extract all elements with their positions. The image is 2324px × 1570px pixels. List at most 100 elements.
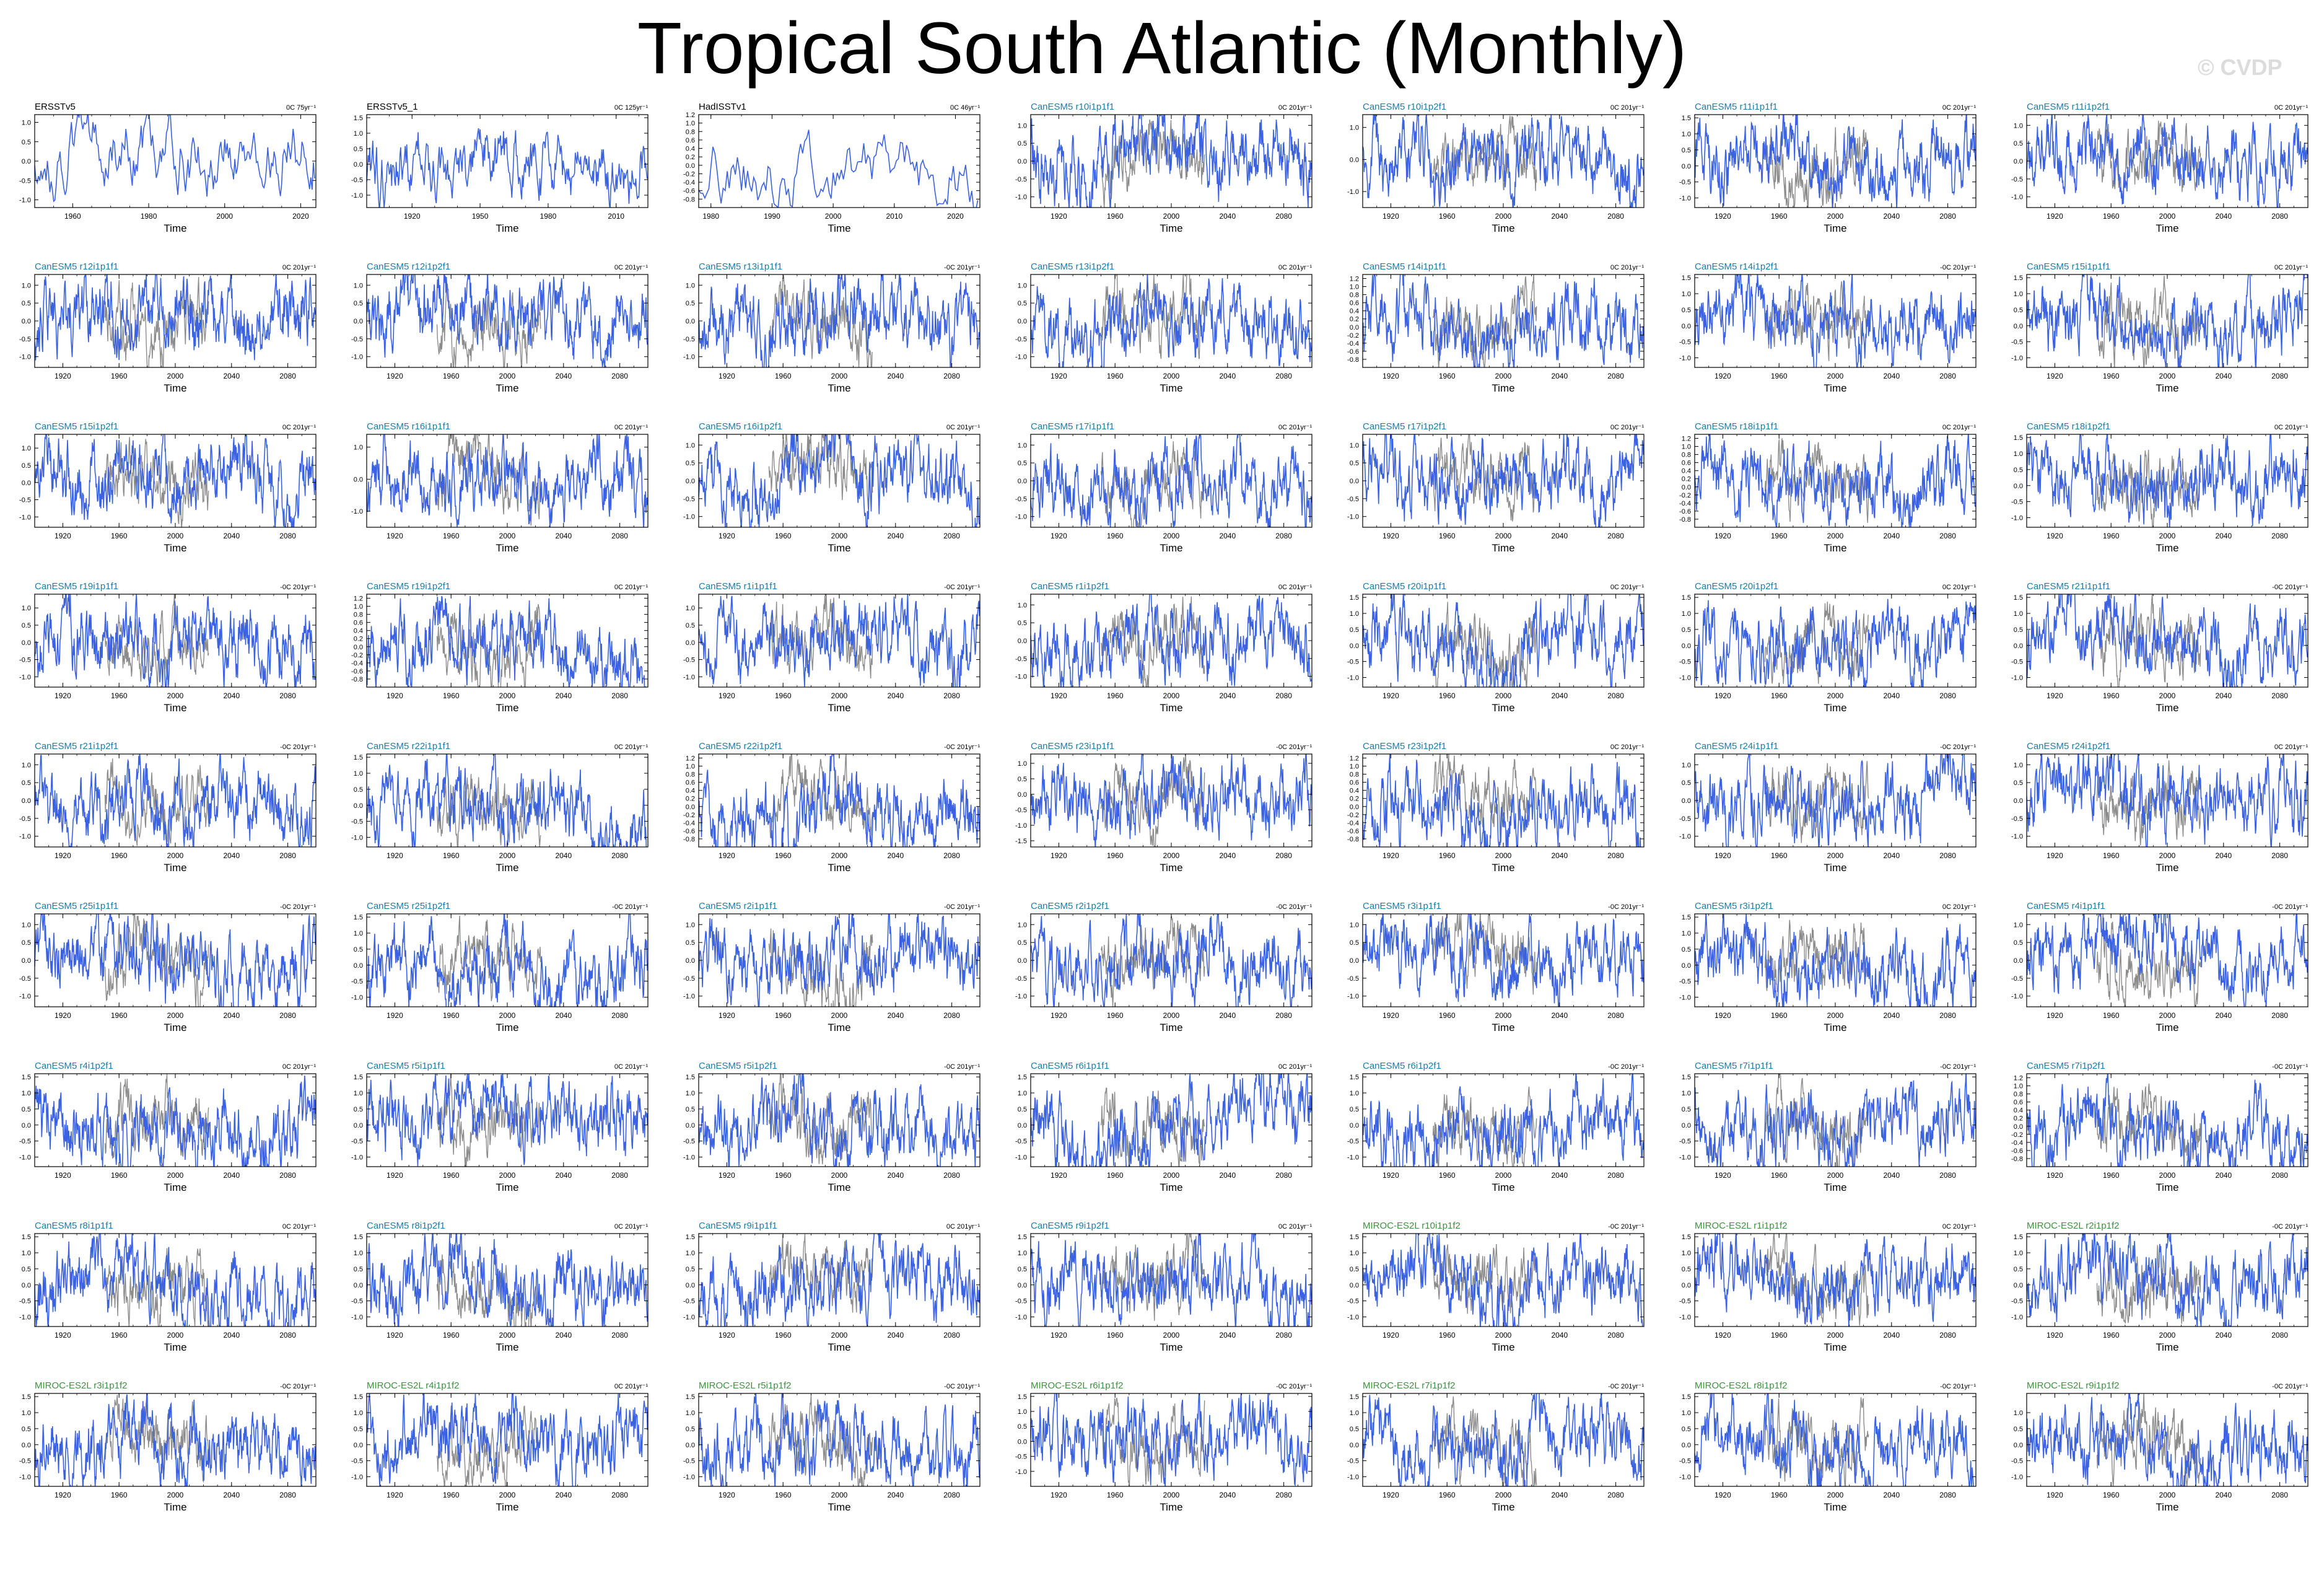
y-tick-label: 1.0 — [1682, 291, 1691, 298]
series-line — [699, 129, 979, 208]
y-tick-label: -1.0 — [2011, 993, 2023, 1001]
x-tick-label: 2000 — [1163, 851, 1180, 860]
x-tick-label: 1960 — [443, 1011, 460, 1020]
x-tick-label: 2040 — [2215, 212, 2232, 221]
y-tick-label: -0.5 — [351, 1298, 363, 1305]
trend-label: 0C 201yr⁻¹ — [1942, 104, 1976, 112]
y-tick-label: 0.5 — [1682, 626, 1691, 634]
panel: ERSSTv5 0C 75yr⁻¹ 1.0 0.5 0.0 -0.5 -1.0 1960 198… — [19, 102, 317, 234]
panel: CanESM5 r23i1p1f1 -0C 201yr⁻¹ 1.0 0.5 0.0 -0.… — [1015, 741, 1313, 874]
panel-title: MIROC-ES2L r10i1p1f2 — [1363, 1221, 1461, 1231]
y-tick-label: 1.5 — [354, 754, 363, 761]
panel-title: MIROC-ES2L r9i1p1f2 — [2027, 1380, 2120, 1391]
y-tick-label: -1.0 — [1347, 993, 1359, 1001]
x-axis-label: Time — [2156, 862, 2178, 874]
x-axis-label: Time — [2156, 542, 2178, 554]
x-tick-label: 2040 — [1883, 691, 1900, 700]
trend-label: 0C 201yr⁻¹ — [282, 1063, 316, 1071]
y-tick-label: 1.0 — [686, 1410, 695, 1417]
trend-label: 0C 201yr⁻¹ — [282, 1223, 316, 1230]
x-tick-label: 2000 — [499, 851, 516, 860]
panel: CanESM5 r9i1p1f1 0C 201yr⁻¹ 1.5 1.0 0.5 0.0 -0… — [683, 1221, 981, 1353]
y-tick-label: -0.5 — [683, 1458, 695, 1465]
x-axis-label: Time — [828, 1501, 850, 1513]
obs-overlay-line — [1100, 1397, 1205, 1486]
trend-label: 0C 201yr⁻¹ — [1942, 584, 1976, 591]
y-tick-label: 0.5 — [686, 300, 695, 307]
x-tick-label: 1920 — [387, 1171, 403, 1180]
y-tick-label: 1.5 — [1682, 594, 1691, 602]
y-tick-label: -0.2 — [1347, 812, 1359, 819]
y-tick-label: 0.5 — [354, 786, 363, 794]
panel-title: CanESM5 r10i1p2f1 — [1363, 102, 1446, 112]
obs-overlay-line — [1100, 916, 1205, 1007]
series-line — [2027, 1074, 2308, 1167]
x-tick-label: 1960 — [775, 1491, 792, 1499]
y-tick-label: 0.5 — [1018, 300, 1027, 307]
y-tick-label: -1.0 — [2011, 674, 2023, 682]
x-tick-label: 1920 — [387, 1491, 403, 1499]
x-tick-label: 2080 — [1607, 1491, 1624, 1499]
panel: CanESM5 r9i1p2f1 0C 201yr⁻¹ 1.5 1.0 0.5 0.0 -0… — [1015, 1221, 1313, 1353]
y-tick-label: 1.0 — [354, 770, 363, 778]
y-tick-label: 0.5 — [22, 1426, 31, 1433]
panel: CanESM5 r6i1p1f1 0C 201yr⁻¹ 1.5 1.0 0.5 0.0 -0… — [1015, 1061, 1313, 1193]
y-tick-label: 1.5 — [1682, 115, 1691, 122]
panel-title: CanESM5 r14i1p2f1 — [1695, 261, 1778, 272]
panel-title: CanESM5 r15i1p1f1 — [2027, 261, 2110, 272]
panel-title: ERSSTv5_1 — [367, 102, 418, 112]
y-tick-label: 0.5 — [1682, 1266, 1691, 1273]
series-line — [2027, 754, 2308, 847]
x-tick-label: 2040 — [2215, 691, 2232, 700]
y-tick-label: 0.0 — [1018, 1122, 1027, 1129]
y-tick-label: -0.4 — [683, 820, 695, 827]
x-tick-label: 2080 — [1607, 212, 1624, 221]
x-tick-label: 2080 — [1607, 851, 1624, 860]
y-tick-label: 1.0 — [22, 921, 31, 929]
y-tick-label: 1.2 — [1350, 276, 1359, 283]
panel-title: MIROC-ES2L r6i1p1f2 — [1031, 1380, 1124, 1391]
trend-label: 0C 201yr⁻¹ — [1942, 1223, 1976, 1230]
x-tick-label: 2040 — [223, 372, 240, 380]
x-tick-label: 2000 — [2159, 532, 2176, 540]
x-axis-label: Time — [1492, 542, 1514, 554]
x-tick-label: 1920 — [387, 532, 403, 540]
y-tick-label: 1.0 — [686, 1090, 695, 1097]
panel-title: MIROC-ES2L r7i1p1f2 — [1363, 1380, 1456, 1391]
y-tick-label: 0.5 — [1018, 1266, 1027, 1273]
x-tick-label: 1920 — [2047, 851, 2063, 860]
y-tick-label: 1.0 — [1018, 1090, 1027, 1097]
y-tick-label: 1.5 — [1350, 1393, 1359, 1401]
x-axis-label: Time — [1160, 1501, 1182, 1513]
y-tick-label: 0.5 — [2014, 779, 2023, 787]
y-tick-label: -1.0 — [1347, 1154, 1359, 1161]
y-tick-label: 0.5 — [1682, 1426, 1691, 1433]
x-tick-label: 2040 — [2215, 851, 2232, 860]
x-tick-label: 1920 — [387, 851, 403, 860]
x-tick-label: 1960 — [1107, 372, 1124, 380]
y-tick-label: -0.2 — [351, 652, 363, 659]
y-tick-label: 0.5 — [1018, 140, 1027, 147]
x-tick-label: 2000 — [831, 1011, 848, 1020]
y-tick-label: 1.0 — [1682, 444, 1691, 451]
x-tick-label: 1990 — [764, 212, 780, 221]
y-tick-label: -1.0 — [351, 1154, 363, 1161]
series-line — [2027, 1234, 2308, 1327]
x-tick-label: 1960 — [111, 1491, 128, 1499]
y-tick-label: -0.5 — [351, 177, 363, 184]
y-tick-label: 0.0 — [1018, 957, 1027, 965]
x-axis-label: Time — [496, 1501, 518, 1513]
y-tick-label: -1.0 — [1679, 1313, 1691, 1321]
x-tick-label: 1950 — [472, 212, 489, 221]
x-tick-label: 1960 — [2103, 532, 2120, 540]
x-tick-label: 2040 — [887, 691, 904, 700]
y-tick-label: -0.5 — [2011, 1458, 2023, 1465]
x-tick-label: 2040 — [1219, 1491, 1236, 1499]
y-tick-label: -0.2 — [1679, 492, 1691, 499]
y-tick-label: 0.5 — [686, 1426, 695, 1433]
series-line — [367, 1074, 648, 1167]
panel: CanESM5 r22i1p1f1 0C 201yr⁻¹ 1.5 1.0 0.5 0.0 -… — [351, 741, 649, 874]
x-tick-label: 2040 — [555, 1171, 572, 1180]
x-tick-label: 1920 — [1715, 212, 1731, 221]
panel-title: CanESM5 r12i1p1f1 — [35, 261, 118, 272]
